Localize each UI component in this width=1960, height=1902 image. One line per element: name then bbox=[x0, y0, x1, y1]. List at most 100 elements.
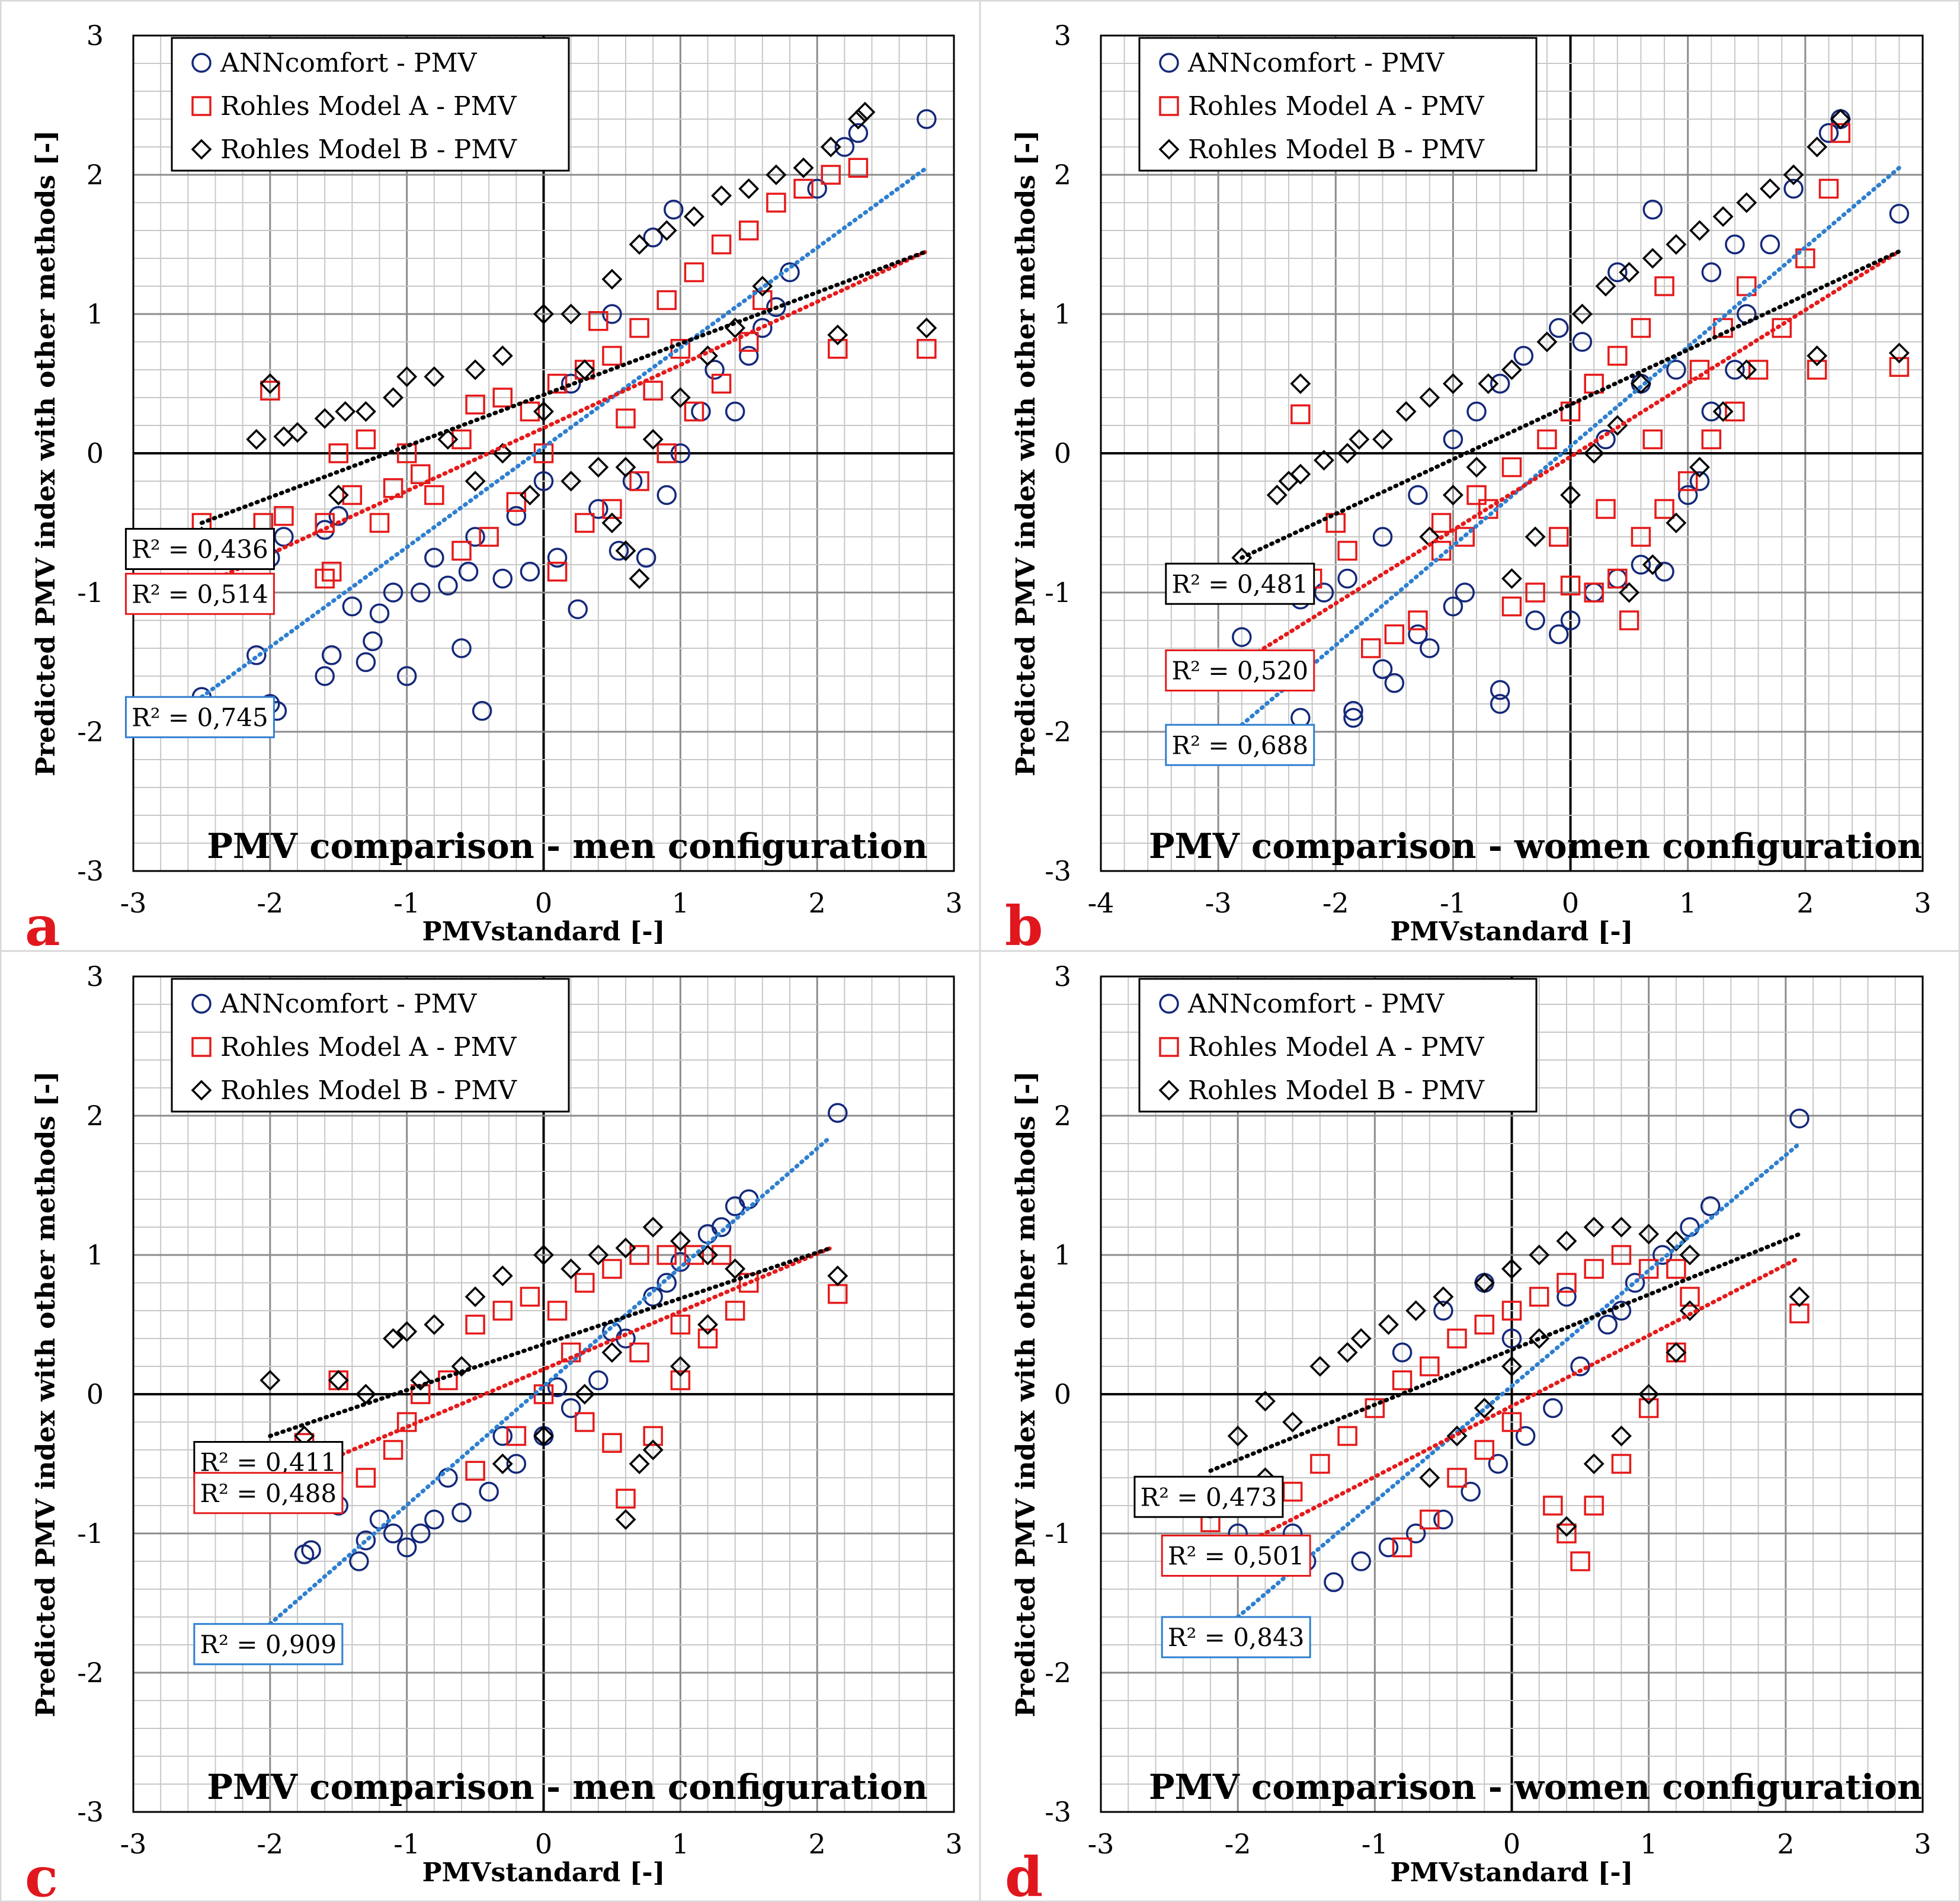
legend-frame bbox=[1138, 978, 1538, 1113]
point-diamond bbox=[1290, 463, 1311, 485]
point-circle bbox=[1466, 401, 1487, 422]
point-circle bbox=[342, 596, 363, 617]
point-square bbox=[451, 429, 472, 450]
series-diamond bbox=[191, 101, 937, 589]
point-square bbox=[1560, 575, 1581, 595]
trend-line bbox=[268, 1134, 833, 1626]
point-circle bbox=[1570, 1356, 1590, 1376]
point-square bbox=[547, 1301, 568, 1321]
y-tick-label: 0 bbox=[87, 1378, 104, 1410]
x-tick-label: 1 bbox=[1640, 1828, 1657, 1860]
point-square bbox=[629, 1245, 649, 1265]
legend-label: Rohles Model B - PMV bbox=[1188, 1075, 1485, 1106]
point-square bbox=[656, 290, 677, 310]
panel-letter: d bbox=[1005, 1845, 1043, 1902]
point-circle bbox=[568, 599, 588, 619]
point-circle bbox=[547, 1377, 568, 1397]
x-tick-label: -3 bbox=[1205, 887, 1232, 919]
point-diamond bbox=[246, 429, 267, 450]
x-tick-label: -2 bbox=[1225, 1828, 1251, 1860]
point-circle bbox=[1725, 360, 1745, 380]
point-square bbox=[670, 1370, 691, 1391]
legend: ANNcomfort - PMV Rohles Model A - PMV Rohl… bbox=[171, 37, 570, 172]
point-circle bbox=[1372, 659, 1393, 679]
point-diamond bbox=[1679, 1300, 1700, 1321]
r2-box: R² = 0,520 bbox=[1165, 649, 1315, 691]
series-group bbox=[1200, 1108, 1810, 1592]
point-diamond bbox=[642, 1216, 664, 1238]
point-square bbox=[274, 506, 294, 526]
point-square bbox=[1638, 1259, 1659, 1279]
point-diamond bbox=[287, 422, 308, 443]
point-square bbox=[1807, 360, 1827, 380]
point-square bbox=[1737, 276, 1757, 296]
point-square bbox=[1408, 610, 1428, 630]
x-tick-label: 2 bbox=[1796, 887, 1814, 919]
point-circle bbox=[438, 575, 458, 595]
point-diamond bbox=[1474, 1398, 1495, 1419]
point-square bbox=[547, 562, 568, 582]
point-circle bbox=[1433, 1509, 1453, 1530]
y-tick-label: 3 bbox=[1054, 20, 1071, 52]
point-square bbox=[1596, 499, 1616, 519]
point-square bbox=[1557, 1523, 1577, 1544]
point-circle bbox=[1689, 471, 1710, 491]
series-circle bbox=[260, 1103, 848, 1658]
point-circle bbox=[1725, 234, 1745, 255]
r2-label: R² = 0,488 bbox=[200, 1479, 337, 1508]
point-square bbox=[1474, 1440, 1495, 1460]
point-square bbox=[1818, 178, 1839, 199]
point-circle bbox=[561, 1398, 581, 1419]
point-circle bbox=[1666, 360, 1686, 380]
x-tick-label: 2 bbox=[809, 887, 826, 919]
point-diamond bbox=[629, 568, 650, 589]
r2-box: R² = 0,514 bbox=[124, 572, 275, 615]
point-circle bbox=[1642, 200, 1663, 220]
r2-box: R² = 0,473 bbox=[1133, 1475, 1284, 1518]
point-square bbox=[1455, 527, 1475, 547]
legend-label: ANNcomfort - PMV bbox=[1187, 48, 1445, 78]
point-circle bbox=[664, 200, 684, 220]
point-circle bbox=[1701, 401, 1722, 422]
point-diamond bbox=[642, 1439, 664, 1461]
point-diamond bbox=[615, 540, 636, 561]
point-diamond bbox=[1529, 1244, 1550, 1266]
legend-label: ANNcomfort - PMV bbox=[1187, 989, 1445, 1019]
series-square bbox=[191, 158, 937, 589]
point-diamond bbox=[601, 513, 623, 533]
point-square bbox=[1420, 1509, 1440, 1530]
point-diamond bbox=[629, 1453, 650, 1474]
trend-line bbox=[1235, 1256, 1802, 1549]
point-circle bbox=[356, 1530, 376, 1551]
r2-label: R² = 0,745 bbox=[132, 703, 268, 732]
legend-frame bbox=[171, 37, 570, 172]
point-diamond bbox=[697, 345, 718, 366]
circle-icon bbox=[1159, 994, 1179, 1014]
point-circle bbox=[834, 137, 855, 157]
point-square bbox=[643, 380, 663, 401]
legend-label: Rohles Model A - PMV bbox=[220, 91, 517, 121]
point-circle bbox=[561, 373, 581, 394]
point-circle bbox=[1324, 1572, 1344, 1592]
point-circle bbox=[1232, 627, 1252, 647]
point-diamond bbox=[1501, 1356, 1522, 1377]
point-diamond bbox=[1337, 443, 1358, 464]
point-diamond bbox=[1442, 373, 1463, 394]
x-tick-label: -4 bbox=[1088, 887, 1114, 919]
point-diamond bbox=[465, 1286, 486, 1307]
x-tick-label: 0 bbox=[535, 887, 552, 919]
point-circle bbox=[1783, 178, 1804, 199]
point-circle bbox=[1700, 1196, 1721, 1216]
point-diamond bbox=[1712, 401, 1734, 422]
point-circle bbox=[1488, 1453, 1509, 1474]
point-square bbox=[575, 1273, 595, 1293]
point-square bbox=[575, 1412, 595, 1432]
point-square bbox=[1466, 485, 1487, 505]
point-circle bbox=[1652, 1245, 1673, 1265]
point-square bbox=[1830, 123, 1851, 143]
point-circle bbox=[711, 1217, 732, 1237]
plot-frame bbox=[1100, 34, 1924, 872]
point-square bbox=[1680, 1286, 1700, 1307]
point-square bbox=[602, 345, 622, 366]
point-square bbox=[1889, 357, 1910, 377]
